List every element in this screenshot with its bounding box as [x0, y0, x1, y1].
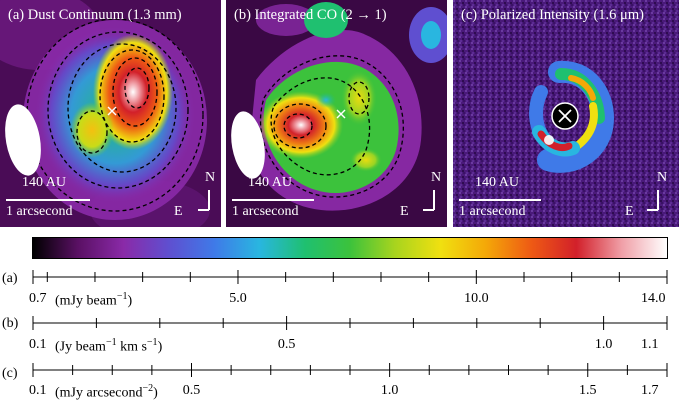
- star-position-marker: [558, 109, 572, 123]
- tick-label: 0.5: [277, 337, 296, 352]
- tick-label: 1.0: [380, 383, 399, 398]
- unit-label-c: (mJy arcsecond−2): [55, 383, 158, 401]
- panel-title: (a) Dust Continuum (1.3 mm): [8, 7, 182, 23]
- scale-bar-label: 140 AU: [475, 175, 519, 190]
- integrated-co-map: [226, 0, 447, 227]
- tick-label: 1.1: [641, 337, 659, 352]
- tick-label: 0.5: [182, 383, 201, 398]
- tick-label: 5.0: [229, 291, 247, 306]
- panel-polarized-intensity: (c) Polarized Intensity (1.6 μm) 140 AU …: [453, 0, 679, 227]
- panel-title: (c) Polarized Intensity (1.6 μm): [461, 7, 644, 23]
- tick-label: 1.7: [641, 383, 659, 398]
- arcsecond-label: 1 arcsecond: [459, 204, 526, 219]
- panel-title: (b) Integrated CO (2 → 1): [234, 7, 387, 23]
- beam-ellipse: [231, 111, 265, 179]
- compass-east: E: [625, 204, 634, 219]
- star-position-marker: [336, 109, 346, 119]
- compass-north: N: [205, 170, 216, 185]
- compass-north: N: [657, 170, 668, 185]
- tick-label: 14.0: [641, 291, 666, 306]
- polarized-intensity-map: [453, 0, 679, 227]
- arcsecond-label: 1 arcsecond: [232, 204, 299, 219]
- scale-row-label-a: (a): [2, 271, 18, 286]
- scale-bar-label: 140 AU: [22, 175, 66, 190]
- tick-label: 0.1: [29, 383, 47, 398]
- compass-east: E: [400, 204, 409, 219]
- compass-north: N: [431, 170, 442, 185]
- beam-ellipse: [5, 104, 41, 176]
- tick-label: 10.0: [464, 291, 489, 306]
- scale-row-label-b: (b): [2, 316, 19, 331]
- unit-label-a: (mJy beam−1): [55, 291, 133, 309]
- tick-label: 1.5: [579, 383, 597, 398]
- tick-label: 0.7: [29, 291, 47, 306]
- tick-label: 1.0: [594, 337, 613, 352]
- panel-integrated-co: (b) Integrated CO (2 → 1) 140 AU 1 arcse…: [226, 0, 447, 227]
- panel-dust-continuum: (a) Dust Continuum (1.3 mm) 140 AU 1 arc…: [0, 0, 221, 227]
- tick-label: 0.1: [29, 337, 47, 352]
- star-position-marker: [107, 106, 117, 116]
- colorbar: [32, 237, 668, 259]
- compass-east: E: [174, 204, 183, 219]
- scale-bar-label: 140 AU: [248, 175, 292, 190]
- arcsecond-label: 1 arcsecond: [6, 204, 73, 219]
- dust-continuum-map: [0, 0, 221, 227]
- unit-label-b: (Jy beam−1 km s−1): [55, 337, 163, 355]
- scale-row-label-c: (c): [2, 366, 18, 381]
